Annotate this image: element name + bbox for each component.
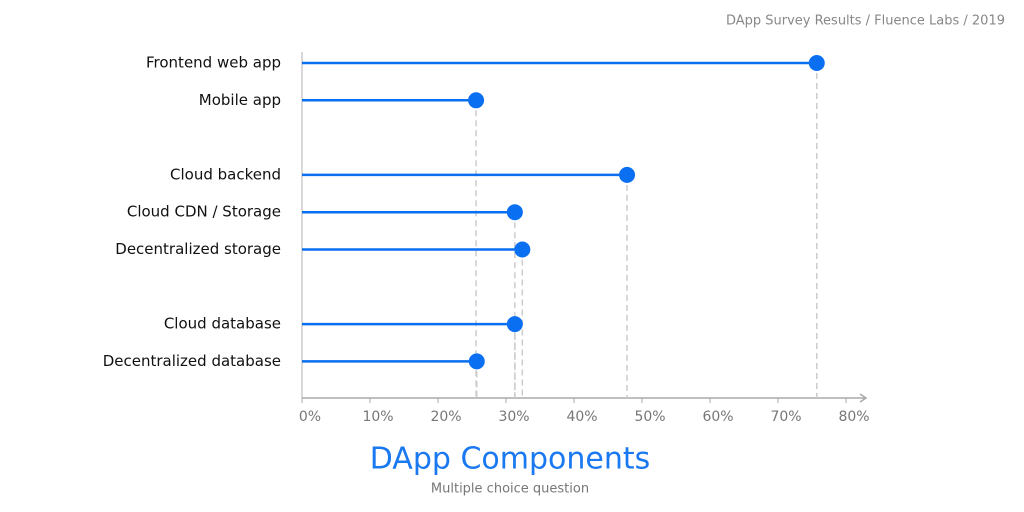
category-label: Cloud database (164, 315, 281, 333)
x-tick-label: 0% (299, 409, 321, 425)
dot (808, 55, 825, 71)
x-tick-label: 80% (838, 409, 869, 425)
category-label: Cloud backend (170, 165, 281, 183)
x-tick-label: 40% (566, 409, 597, 425)
x-tick-label: 30% (498, 409, 529, 425)
category-label: Cloud CDN / Storage (127, 203, 281, 221)
category-label: Decentralized storage (115, 240, 281, 258)
x-tick-label: 50% (634, 409, 665, 425)
dot (506, 316, 523, 333)
chart-subtitle: Multiple choice question (431, 482, 589, 497)
source-note: DApp Survey Results / Fluence Labs / 201… (726, 14, 1005, 29)
x-tick-label: 70% (770, 409, 801, 425)
dot (514, 241, 531, 258)
dot (468, 353, 485, 370)
category-label: Mobile app (199, 91, 281, 109)
x-tick-label: 20% (430, 409, 461, 425)
category-label: Decentralized database (103, 352, 281, 370)
x-tick-label: 10% (362, 409, 393, 425)
dot (619, 166, 636, 183)
axis-arrow (859, 393, 868, 403)
chart-title: DApp Components (370, 442, 651, 477)
dot (468, 92, 485, 109)
x-tick-label: 60% (702, 409, 733, 425)
category-label: Frontend web app (146, 54, 281, 72)
dot (506, 204, 523, 221)
